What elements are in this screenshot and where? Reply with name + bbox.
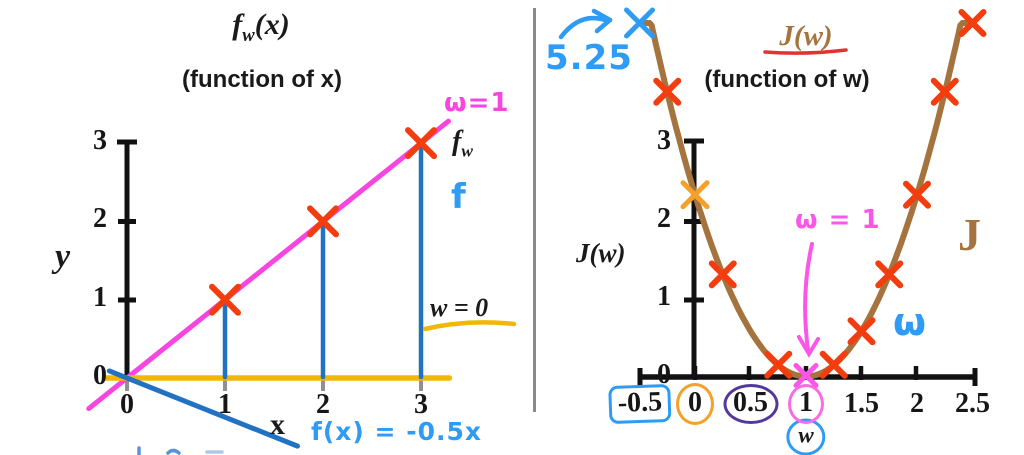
left-plot-title: fw(x) — [232, 8, 290, 46]
left-x-tick: 2 — [316, 389, 330, 420]
plot-stroke — [624, 7, 655, 39]
left-x-ticks-marks — [125, 379, 423, 391]
cost-point-marker — [847, 317, 876, 346]
plot-stroke — [307, 205, 339, 238]
w1-line-annotation: ω=1 — [444, 88, 510, 118]
cost-point-marker — [930, 77, 959, 106]
right-x-tick: 2 — [910, 388, 924, 419]
right-plot-subtitle: (function of w) — [704, 66, 870, 93]
cost-point-marker — [653, 77, 682, 106]
plot-stroke — [708, 260, 737, 289]
partial-handwriting — [137, 446, 224, 455]
right-data-markers — [624, 7, 987, 388]
left-data-markers — [209, 127, 437, 316]
right-x-tick: 2.5 — [955, 388, 990, 419]
plot-stroke — [930, 77, 959, 106]
cost-point-marker — [875, 260, 904, 289]
w1-minimum-annotation: ω = 1 — [795, 205, 881, 235]
left-y-axis — [117, 139, 137, 381]
plot-stroke — [106, 368, 301, 449]
plot-stroke — [903, 180, 931, 209]
right-y-tick: 1 — [657, 280, 671, 312]
plot-stroke — [405, 127, 437, 160]
left-y-tick: 0 — [93, 360, 107, 391]
right-x-tick: 0.5 — [723, 384, 778, 424]
cost-point-marker — [819, 350, 848, 379]
plot-stroke — [875, 260, 904, 289]
data-point-marker — [209, 283, 241, 316]
w0-line-annotation: w = 0 — [430, 293, 489, 322]
left-series — [86, 118, 453, 449]
left-vertical-guides — [222, 144, 424, 380]
left-y-axis-label: y — [55, 238, 71, 275]
plot-stroke — [86, 118, 451, 412]
left-x-tick: 1 — [218, 389, 232, 420]
plot-stroke — [653, 77, 682, 106]
left-y-tick: 2 — [93, 203, 107, 235]
w-axis-annotation: ω — [893, 300, 928, 344]
plot-stroke — [209, 283, 241, 316]
left-y-tick: 1 — [93, 281, 107, 313]
right-x-tick: 0 — [676, 383, 714, 425]
right-y-tick: 0 — [657, 358, 671, 390]
plot-stroke — [958, 9, 987, 37]
peak-cost-marker — [624, 7, 655, 39]
plot-stroke — [680, 180, 710, 210]
peak-arrow — [558, 8, 613, 40]
right-x-tick: 1 — [788, 384, 824, 424]
plot-stroke — [847, 317, 876, 346]
peak-value-annotation: 5.25 — [545, 38, 633, 78]
f-curve-label: f — [451, 177, 467, 217]
J-curve-label: J — [958, 209, 981, 260]
fw-curve-label: fw — [452, 126, 473, 161]
left-y-tick: 3 — [93, 125, 107, 157]
title-underline — [763, 48, 848, 55]
right-y-tick: 3 — [657, 124, 671, 156]
left-x-tick: 0 — [120, 389, 134, 420]
cost-point-marker — [764, 350, 793, 379]
right-plot-title: J(w) — [779, 20, 833, 52]
minimum-cost-marker — [793, 363, 819, 388]
plot-stroke — [764, 350, 793, 379]
cost-point-marker — [708, 260, 737, 289]
plot-stroke — [819, 350, 848, 379]
w0-underline — [422, 320, 517, 332]
right-y-tick: 2 — [657, 202, 671, 234]
left-x-tick: 3 — [414, 389, 428, 420]
left-plot-subtitle: (function of x) — [182, 66, 342, 93]
right-x-tick: 1.5 — [844, 388, 879, 419]
right-y-axis-label: J(w) — [576, 238, 626, 268]
right-y-axis — [684, 138, 704, 379]
cost-point-marker — [958, 9, 987, 37]
fx-formula-annotation: f(x) = -0.5x — [311, 417, 482, 446]
plot-stroke — [793, 363, 819, 388]
data-point-marker — [307, 205, 339, 238]
left-x-axis-label: x — [270, 408, 285, 441]
data-point-marker — [405, 127, 437, 160]
w0-cost-marker — [680, 180, 710, 210]
cost-point-marker — [903, 180, 931, 209]
right-x-tick: -0.5 — [607, 383, 672, 425]
minimum-arrow — [797, 242, 820, 358]
